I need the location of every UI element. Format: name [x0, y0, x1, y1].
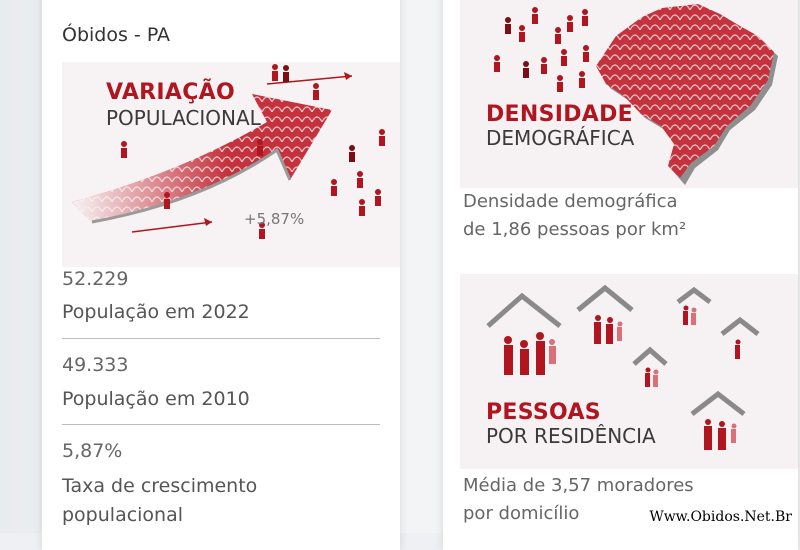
densidade-caption-line1: Densidade demográfica [463, 191, 678, 212]
pessoas-illustration: PESSOAS POR RESIDÊNCIA [460, 274, 798, 469]
city-title: Óbidos - PA [62, 24, 171, 46]
pessoas-title-light: POR RESIDÊNCIA [486, 424, 656, 448]
growth-arrow-icon [72, 64, 385, 239]
density-card: DENSIDADE DEMOGRÁFICA Densidade demográf… [443, 0, 798, 550]
stat-label-pop-2022: População em 2022 [62, 301, 250, 323]
stat-label-pop-2010: População em 2010 [62, 388, 250, 410]
variacao-title-bold: VARIAÇÃO [106, 80, 235, 105]
densidade-title-bold: DENSIDADE [486, 102, 634, 127]
stat-value-pop-2010: 49.333 [62, 354, 129, 376]
densidade-title-light: DEMOGRÁFICA [486, 126, 635, 150]
pessoas-caption-line1: Média de 3,57 moradores [463, 475, 694, 496]
densidade-illustration: DENSIDADE DEMOGRÁFICA [460, 0, 798, 188]
stat-label-growth-rate: Taxa de crescimento populacional [62, 475, 258, 526]
variacao-title-light: POPULACIONAL [106, 106, 261, 130]
variacao-percent-label: +5,87% [244, 210, 305, 228]
stat-value-growth-rate: 5,87% [62, 440, 123, 462]
stat-value-pop-2022: 52.229 [62, 268, 129, 290]
divider [62, 424, 380, 425]
densidade-caption-line2: de 1,86 pessoas por km² [463, 219, 687, 240]
variacao-illustration: VARIAÇÃO POPULACIONAL +5,87% [62, 62, 400, 267]
divider [62, 338, 380, 339]
pessoas-caption-line2: por domicílio [463, 503, 580, 524]
brazil-map-icon [494, 4, 778, 185]
watermark: Www.Obidos.Net.Br [647, 509, 794, 525]
population-card: Óbidos - PA [42, 0, 400, 550]
pessoas-title-bold: PESSOAS [486, 400, 601, 425]
houses-people-icon [486, 284, 760, 450]
